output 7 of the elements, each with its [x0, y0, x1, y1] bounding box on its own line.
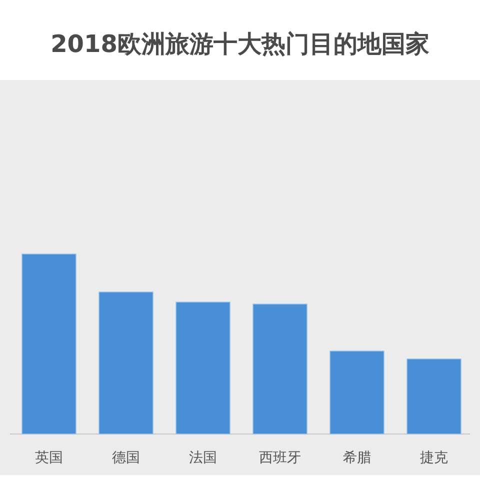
x-tick-label: 法国	[189, 450, 217, 466]
chart-title: 2018欧洲旅游十大热门目的地国家	[50, 30, 430, 58]
x-tick-label: 西班牙	[259, 450, 301, 466]
x-tick-label: 英国	[35, 450, 63, 466]
x-tick-label: 希腊	[343, 450, 371, 466]
x-tick-label: 捷克	[420, 450, 448, 466]
x-tick-label: 德国	[112, 450, 140, 466]
